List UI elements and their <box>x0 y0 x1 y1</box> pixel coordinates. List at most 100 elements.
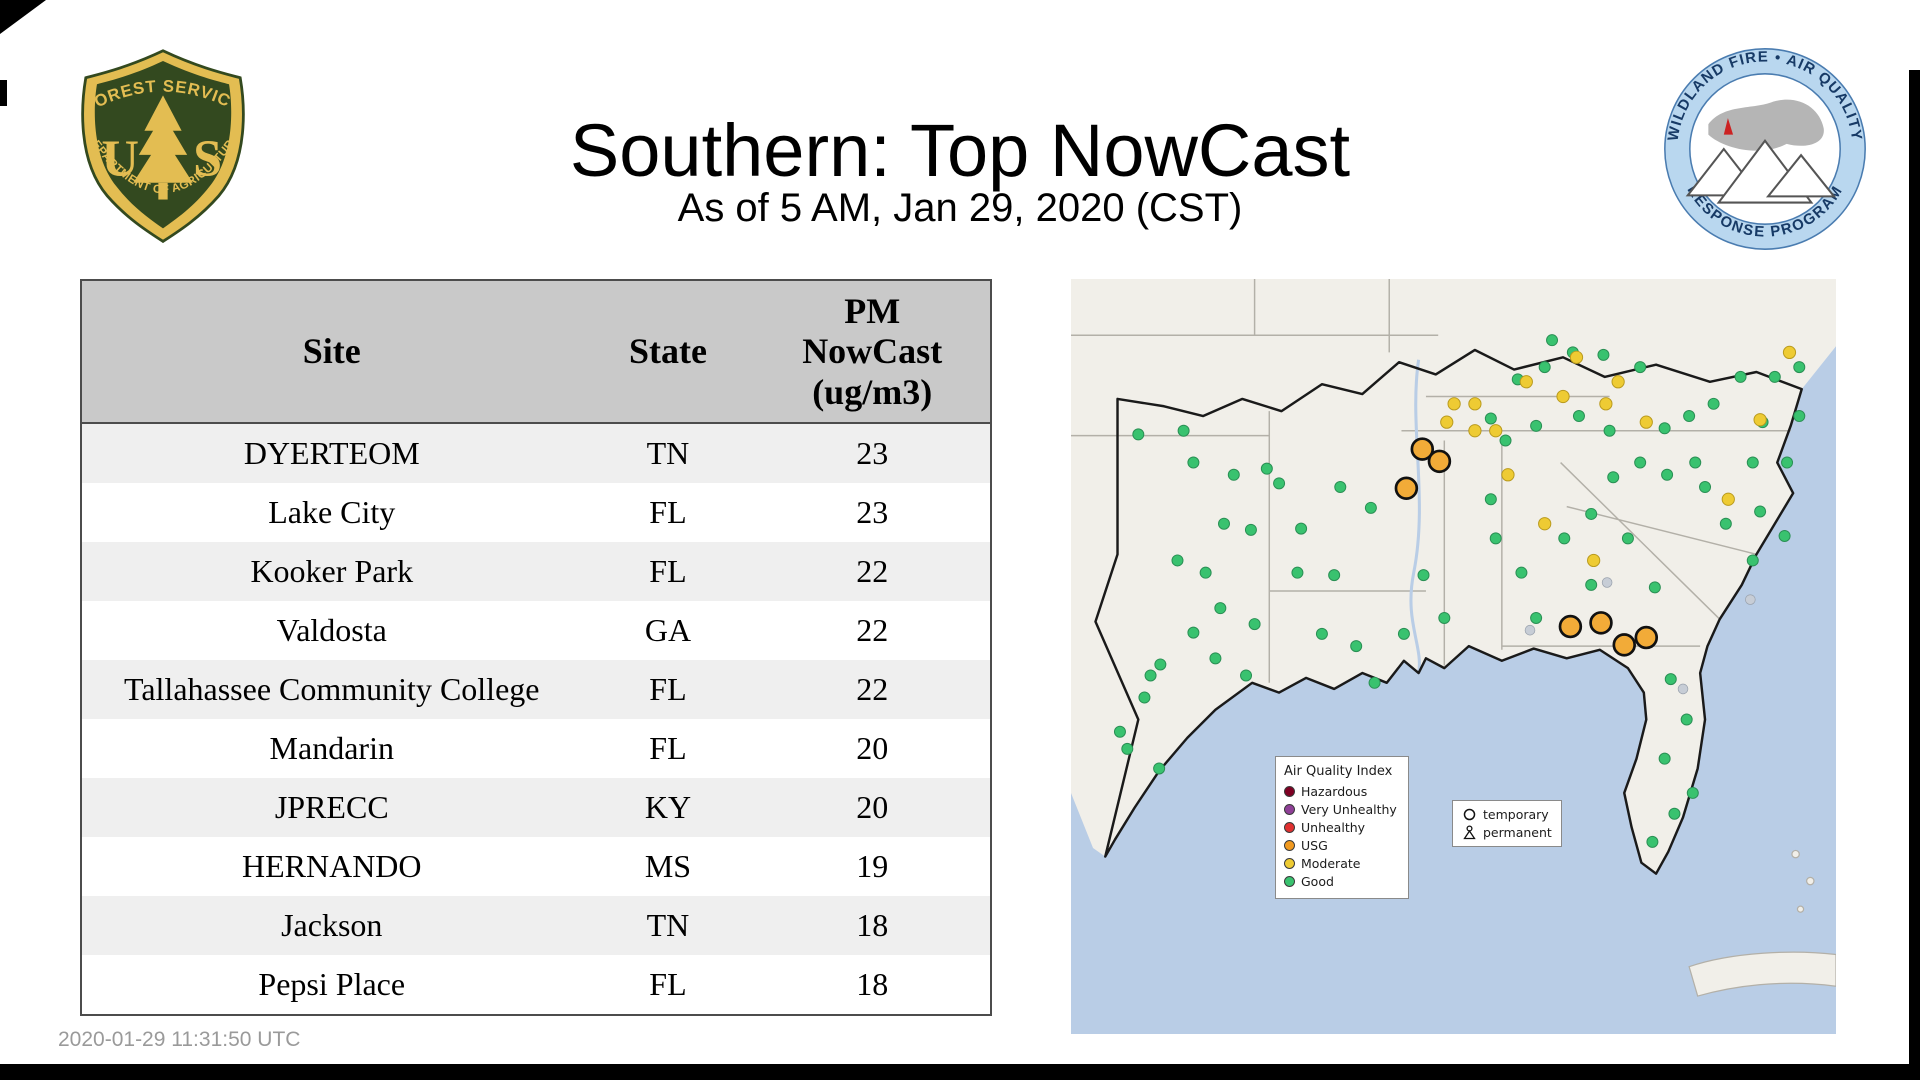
table-row: Kooker Park FL 22 <box>81 541 991 601</box>
monitor-marker-good <box>1113 725 1126 738</box>
monitor-marker-good <box>1295 522 1308 535</box>
monitor-marker-usg <box>1589 611 1613 635</box>
monitor-marker-moderate <box>1569 350 1584 364</box>
monitor-marker-moderate <box>1447 397 1461 411</box>
aqi-legend: Air Quality Index Hazardous Very Unhealth… <box>1275 756 1409 899</box>
monitor-marker-good <box>1668 807 1681 820</box>
value-cell: 18 <box>754 895 991 955</box>
table-row: DYERTEOM TN 23 <box>81 422 991 483</box>
state-cell: GA <box>644 611 692 648</box>
table-row: Tallahassee Community College FL 22 <box>81 659 991 719</box>
page-subtitle: As of 5 AM, Jan 29, 2020 (CST) <box>677 186 1243 230</box>
monitor-marker-good <box>1244 523 1257 536</box>
monitor-marker-good <box>1734 370 1747 383</box>
monitor-marker-good <box>1187 626 1200 639</box>
nowcast-table-header: Site State PM NowCast (ug/m3) <box>81 280 991 424</box>
legend-color-dot <box>1284 804 1295 815</box>
forest-service-logo: FOREST SERVICE U S DEPARTMENT OF AGRICUL… <box>70 40 245 244</box>
state-cell: FL <box>581 541 755 601</box>
monitor-marker-good <box>1746 554 1759 567</box>
legend-color-dot <box>1284 840 1295 851</box>
monitor-marker-moderate <box>1639 415 1653 429</box>
monitor-marker-moderate <box>1519 375 1533 389</box>
monitor-marker-good <box>1273 477 1286 490</box>
monitor-marker-good <box>1484 493 1497 506</box>
monitor-marker-good <box>1291 566 1304 579</box>
legend-label: Good <box>1301 874 1334 889</box>
monitor-marker-good <box>1187 456 1200 469</box>
monitor-marker-good <box>1607 471 1620 484</box>
monitor-marker-good <box>1664 673 1677 686</box>
monitor-marker-good <box>1585 507 1598 520</box>
map-canvas <box>1071 279 1836 1034</box>
monitor-marker-usg <box>1612 633 1636 657</box>
monitor-marker-good <box>1793 410 1806 423</box>
bahamas-islands <box>1791 849 1815 913</box>
monitor-marker-good <box>1227 468 1240 481</box>
permanent-monitor-icon <box>1463 825 1476 840</box>
legend-color-dot <box>1284 858 1295 869</box>
legend-item-permanent: permanent <box>1462 825 1552 840</box>
monitor-marker-good <box>1646 835 1659 848</box>
monitor-marker-good <box>1781 456 1794 469</box>
monitor-marker-good <box>1214 602 1227 615</box>
monitor-marker-good <box>1648 581 1661 594</box>
fs-logo-monogram-s: S <box>193 130 222 187</box>
table-row: Pepsi Place FL 18 <box>81 955 991 1015</box>
value-cell: 19 <box>856 847 889 884</box>
site-cell: Lake City <box>268 493 396 530</box>
wf-logo-region-silhouette <box>1708 99 1824 151</box>
monitor-marker-inactive <box>1601 577 1613 588</box>
monitor-marker-moderate <box>1440 415 1454 429</box>
monitor-marker-moderate <box>1468 424 1482 438</box>
legend-item: Very Unhealthy <box>1284 802 1400 817</box>
state-cell: MS <box>644 847 692 884</box>
monitor-marker-moderate <box>1501 468 1515 482</box>
site-cell: JPRECC <box>81 777 582 837</box>
value-cell: 22 <box>754 541 991 601</box>
monitor-marker-good <box>1138 691 1151 704</box>
monitor-marker-good <box>1515 566 1528 579</box>
state-borders <box>1071 279 1791 683</box>
legend-color-dot <box>1284 822 1295 833</box>
site-cell: Jackson <box>81 895 582 955</box>
table-row: Lake City FL 23 <box>81 483 991 542</box>
monitor-marker-moderate <box>1599 397 1613 411</box>
monitor-marker-good <box>1144 669 1157 682</box>
monitor-marker-good <box>1683 410 1696 423</box>
column-header-state: State <box>581 280 755 424</box>
monitor-marker-good <box>1417 569 1430 582</box>
nowcast-table-body: DYERTEOM TN 23 Lake City FL 23 Kooker Park FL 22… <box>81 422 991 1015</box>
monitor-marker-usg <box>1394 476 1419 500</box>
table-row: Mandarin FL 20 <box>81 719 991 778</box>
monitor-marker-good <box>1177 424 1190 437</box>
aqi-legend-items: Hazardous Very Unhealthy Unhealthy USG Moder… <box>1284 784 1400 889</box>
legend-item: Unhealthy <box>1284 820 1400 835</box>
scan-edge-mark <box>0 80 7 106</box>
monitor-marker-good <box>1171 554 1184 567</box>
monitor-marker-good <box>1768 370 1781 383</box>
legend-label: Very Unhealthy <box>1301 802 1397 817</box>
value-cell: 18 <box>856 965 889 1002</box>
monitor-marker-good <box>1707 397 1720 410</box>
monitor-marker-good <box>1240 669 1253 682</box>
state-cell: TN <box>581 895 755 955</box>
monitor-marker-good <box>1661 468 1674 481</box>
monitor-marker-inactive <box>1524 624 1536 636</box>
monitor-marker-good <box>1248 618 1261 631</box>
state-cell: TN <box>581 422 755 483</box>
temporary-label: temporary <box>1483 807 1549 822</box>
monitor-marker-good <box>1793 361 1806 374</box>
monitor-marker-good <box>1778 529 1791 542</box>
aqi-legend-title: Air Quality Index <box>1284 764 1393 779</box>
monitor-marker-good <box>1260 462 1273 475</box>
monitor-marker-moderate <box>1489 424 1503 438</box>
monitor-marker-good <box>1621 532 1634 545</box>
value-cell: 23 <box>856 493 889 530</box>
monitor-marker-good <box>1686 786 1699 799</box>
monitor-marker-good <box>1558 532 1571 545</box>
value-cell: 22 <box>856 611 889 648</box>
scan-bottom-bar <box>0 1064 1920 1080</box>
cuba-landmass <box>1688 951 1836 997</box>
monitor-marker-good <box>1530 419 1543 432</box>
